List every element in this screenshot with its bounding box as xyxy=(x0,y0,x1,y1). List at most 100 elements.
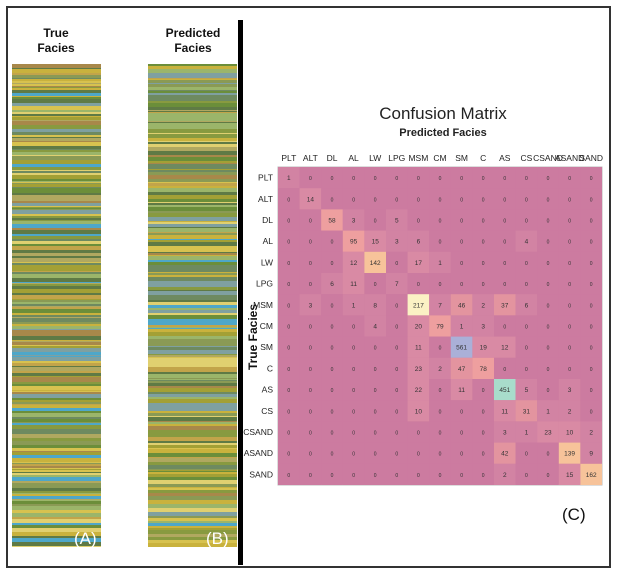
facies-band xyxy=(12,481,101,483)
cell-value: 0 xyxy=(525,197,528,203)
cell-value: 0 xyxy=(395,346,398,352)
true-facies-title: True Facies xyxy=(12,26,100,56)
cell-value: 3 xyxy=(395,239,399,246)
facies-band xyxy=(148,397,237,399)
title-line: True xyxy=(43,26,69,40)
x-tick-label: SAND xyxy=(579,153,603,163)
facies-band xyxy=(12,438,101,441)
matrix-cell xyxy=(364,230,386,252)
matrix-cell xyxy=(429,400,451,422)
matrix-cell xyxy=(450,400,473,422)
facies-band xyxy=(12,181,101,182)
facies-band xyxy=(148,121,237,122)
facies-band xyxy=(148,281,237,285)
matrix-cell xyxy=(429,357,451,379)
facies-band xyxy=(12,499,101,500)
facies-band xyxy=(148,540,237,543)
matrix-cell xyxy=(558,379,581,401)
cell-value: 0 xyxy=(439,473,442,479)
matrix-cell xyxy=(407,251,430,273)
facies-band xyxy=(12,142,101,146)
cell-value: 20 xyxy=(415,324,423,331)
facies-band xyxy=(148,430,237,433)
facies-band xyxy=(148,358,237,361)
cell-value: 0 xyxy=(352,431,355,437)
matrix-cell xyxy=(386,167,408,189)
matrix-cell xyxy=(580,400,602,422)
facies-band xyxy=(12,210,101,214)
cell-value: 0 xyxy=(309,176,312,182)
facies-band xyxy=(12,230,101,234)
facies-band xyxy=(148,394,237,397)
facies-band xyxy=(148,287,237,290)
cell-value: 0 xyxy=(287,219,290,225)
facies-band xyxy=(12,434,101,438)
facies-band xyxy=(148,472,237,474)
facies-band xyxy=(12,221,101,224)
facies-band xyxy=(12,116,101,117)
cell-value: 0 xyxy=(439,452,442,458)
cell-value: 3 xyxy=(568,387,572,394)
matrix-cell xyxy=(515,442,538,464)
cell-value: 0 xyxy=(395,261,398,267)
facies-band xyxy=(12,265,101,268)
cell-value: 0 xyxy=(547,346,550,352)
cell-value: 95 xyxy=(350,239,358,246)
y-tick-label: AL xyxy=(263,236,274,246)
facies-band xyxy=(12,103,101,106)
facies-band xyxy=(12,160,101,164)
facies-band xyxy=(148,465,237,469)
matrix-cell xyxy=(472,251,494,273)
matrix-cell xyxy=(472,167,494,189)
facies-band xyxy=(148,295,237,297)
matrix-cell xyxy=(537,463,559,485)
facies-band xyxy=(148,138,237,141)
facies-band xyxy=(148,141,237,142)
facies-band xyxy=(12,322,101,324)
cell-value: 0 xyxy=(417,219,420,225)
cell-value: 0 xyxy=(590,325,593,331)
cell-value: 0 xyxy=(309,367,312,373)
matrix-cell xyxy=(299,188,322,210)
matrix-cell xyxy=(558,400,581,422)
facies-band xyxy=(148,421,237,422)
facies-band xyxy=(12,528,101,532)
matrix-cell xyxy=(558,442,581,464)
facies-band xyxy=(12,510,101,513)
matrix-cell xyxy=(515,463,538,485)
matrix-cell xyxy=(558,294,581,316)
matrix-cell xyxy=(450,209,473,231)
facies-band xyxy=(148,469,237,470)
facies-band xyxy=(12,199,101,201)
cell-value: 0 xyxy=(309,473,312,479)
matrix-cell xyxy=(278,209,300,231)
matrix-cell xyxy=(537,336,559,358)
facies-band xyxy=(148,166,237,169)
matrix-cell xyxy=(450,379,473,401)
x-tick-label: CM xyxy=(433,153,446,163)
facies-band xyxy=(12,155,101,156)
facies-band xyxy=(148,211,237,213)
facies-band xyxy=(12,473,101,475)
cell-value: 0 xyxy=(503,367,506,373)
cell-value: 46 xyxy=(458,302,466,309)
cell-value: 0 xyxy=(439,197,442,203)
facies-band xyxy=(12,361,101,363)
facies-band xyxy=(148,233,237,235)
facies-band xyxy=(148,213,237,217)
facies-band xyxy=(12,313,101,315)
matrix-cell xyxy=(407,315,430,337)
cell-value: 11 xyxy=(458,387,465,394)
predicted-facies-title: Predicted Facies xyxy=(148,26,238,56)
matrix-cell xyxy=(450,167,473,189)
y-tick-label: AS xyxy=(262,385,274,395)
cell-value: 0 xyxy=(590,282,593,288)
facies-band xyxy=(12,373,101,376)
facies-band xyxy=(12,203,101,206)
matrix-cell xyxy=(537,230,559,252)
facies-band xyxy=(12,488,101,491)
matrix-cell xyxy=(494,379,516,401)
facies-band xyxy=(148,424,237,426)
facies-band xyxy=(12,390,101,391)
cell-value: 0 xyxy=(547,176,550,182)
